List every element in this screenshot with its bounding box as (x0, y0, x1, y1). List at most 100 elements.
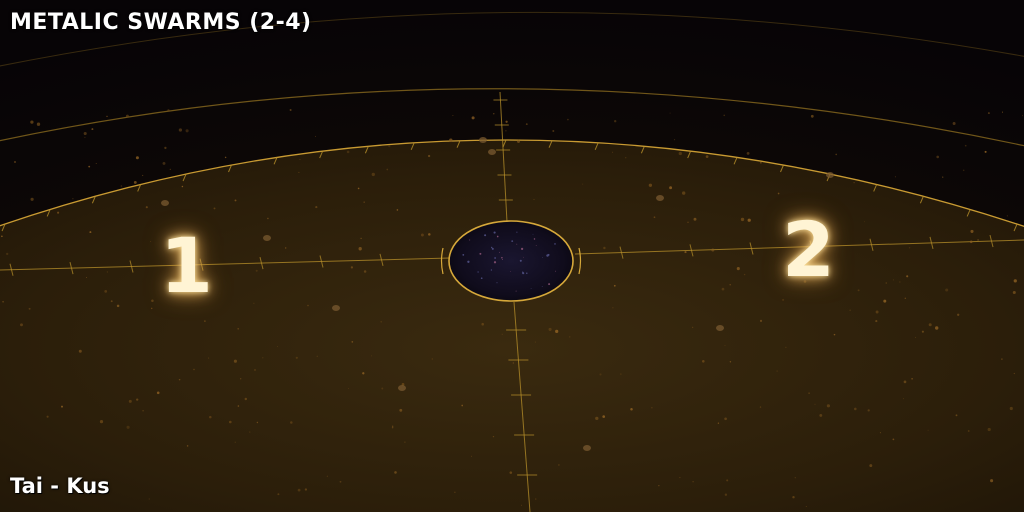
void-star (530, 288, 532, 289)
edge-tick (137, 184, 142, 192)
middle-ring-arc (0, 88, 1024, 147)
debris-speck (89, 231, 92, 234)
void-star (554, 243, 556, 245)
debris-speck (819, 413, 823, 417)
debris-speck (78, 349, 82, 353)
edge-tick (456, 140, 461, 148)
grid-line-left (0, 257, 451, 271)
h-tick (689, 244, 694, 257)
asteroid-rock (583, 445, 591, 451)
debris-speck (863, 221, 865, 223)
debris-speck (167, 109, 170, 112)
void-star (462, 254, 465, 256)
void-star (523, 256, 524, 258)
grid-line-bottom (513, 301, 531, 512)
debris-speck (20, 323, 23, 327)
edge-tick (966, 209, 971, 217)
debris-speck (977, 239, 980, 241)
debris-speck (582, 183, 584, 185)
debris-speck (792, 496, 795, 499)
h-tick (259, 256, 264, 270)
debris-speck (684, 251, 687, 254)
debris-speck (759, 406, 762, 408)
debris-speck (630, 408, 633, 411)
debris-speck (256, 421, 259, 424)
debris-speck (315, 135, 316, 137)
debris-speck (295, 356, 298, 359)
debris-speck (964, 144, 967, 147)
debris-speck (315, 206, 318, 209)
debris-speck (234, 199, 237, 202)
debris-speck (347, 388, 349, 389)
debris-speck (516, 139, 521, 143)
debris-speck (990, 479, 994, 483)
debris-speck (162, 161, 166, 165)
spawn-marker-1[interactable]: 1 (160, 221, 213, 310)
debris-speck (1013, 372, 1015, 375)
debris-speck (548, 327, 552, 331)
debris-speck (525, 123, 528, 126)
debris-speck (84, 136, 86, 139)
edge-tick (1013, 223, 1018, 232)
h-tick (379, 253, 384, 266)
debris-speck (782, 298, 785, 301)
debris-speck (351, 341, 354, 343)
debris-speck (404, 441, 406, 443)
debris-speck (240, 378, 242, 380)
debris-speck (1009, 406, 1013, 411)
debris-speck (249, 431, 251, 433)
debris-speck (1001, 358, 1003, 360)
edge-tick (733, 157, 738, 165)
edge-tick (46, 209, 51, 217)
debris-speck (254, 369, 256, 371)
debris-speck (427, 154, 431, 158)
debris-speck (894, 176, 896, 178)
debris-speck (46, 415, 49, 418)
debris-speck (883, 299, 887, 303)
spawn-marker-2[interactable]: 2 (782, 205, 835, 294)
debris-speck (470, 455, 473, 457)
debris-speck (620, 373, 622, 375)
debris-speck (945, 288, 949, 292)
debris-speck (935, 326, 939, 330)
debris-speck (653, 216, 656, 219)
horizontal-ticks (9, 234, 994, 276)
debris-speck (106, 115, 108, 118)
debris-speck (36, 122, 41, 126)
debris-speck (558, 464, 560, 466)
debris-speck (229, 420, 232, 424)
debris-speck (57, 211, 60, 214)
h-tick (319, 255, 324, 268)
debris-speck (509, 471, 513, 474)
debris-speck (61, 405, 63, 408)
debris-speck (721, 287, 725, 291)
debris-speck (126, 425, 130, 429)
edge-tick (228, 164, 232, 173)
void-star (542, 257, 543, 258)
center-void-icon (448, 220, 574, 302)
debris-speck (178, 128, 183, 132)
void-star (535, 245, 537, 246)
debris-speck (669, 112, 671, 114)
debris-speck (83, 131, 87, 136)
debris-speck (95, 163, 97, 164)
void-star (469, 239, 471, 241)
debris-speck (942, 176, 944, 178)
edge-tick (1, 223, 6, 232)
debris-speck (921, 330, 924, 333)
debris-speck (717, 422, 720, 424)
debris-speck (193, 368, 195, 371)
debris-speck (363, 270, 367, 273)
debris-speck (386, 168, 389, 171)
h-tick (989, 234, 994, 248)
void-star (479, 252, 482, 255)
debris-speck (380, 320, 382, 323)
debris-speck (603, 246, 606, 250)
debris-speck (512, 362, 514, 364)
h-tick (129, 260, 134, 273)
debris-speck (803, 280, 807, 283)
void-star (467, 260, 470, 263)
debris-speck (471, 116, 475, 120)
h-tick (9, 263, 14, 276)
